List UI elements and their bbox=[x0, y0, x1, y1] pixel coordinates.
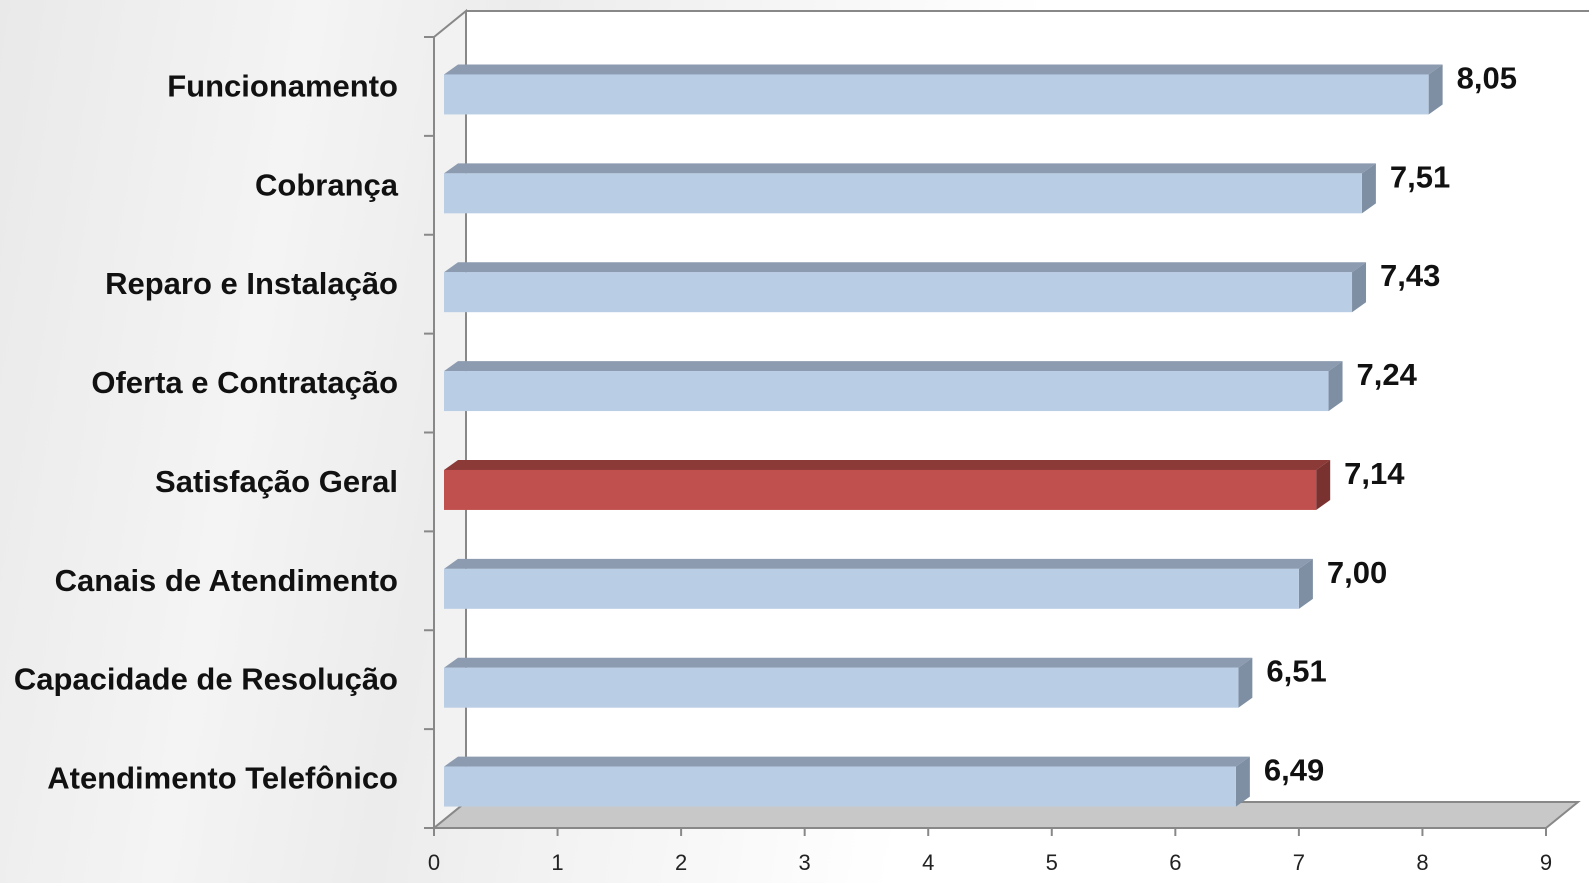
bar-top-face bbox=[444, 657, 1253, 668]
bar bbox=[444, 558, 1313, 609]
x-tick-label: 6 bbox=[1169, 850, 1181, 875]
x-tick-label: 8 bbox=[1416, 850, 1428, 875]
x-tick-label: 0 bbox=[428, 850, 440, 875]
category-label: Canais de Atendimento bbox=[55, 563, 398, 598]
bar-side-face bbox=[1298, 558, 1313, 609]
x-axis: 0 1 2 3 4 5 6 7 8 9 bbox=[428, 828, 1552, 875]
bar-front-face bbox=[444, 173, 1362, 214]
x-tick-label: 9 bbox=[1540, 850, 1552, 875]
data-label: 7,00 bbox=[1327, 555, 1387, 590]
data-label: 7,14 bbox=[1344, 456, 1405, 491]
category-label: Oferta e Contratação bbox=[91, 365, 398, 400]
bar-front-face bbox=[444, 667, 1239, 708]
category-label: Capacidade de Resolução bbox=[14, 662, 398, 697]
x-tick-label: 5 bbox=[1046, 850, 1058, 875]
category-axis: Funcionamento Cobrança Reparo e Instalação… bbox=[14, 36, 434, 829]
bar-top-face bbox=[444, 459, 1331, 470]
bar-top-face bbox=[444, 64, 1443, 75]
bar bbox=[444, 64, 1443, 115]
bar bbox=[444, 163, 1376, 214]
bar bbox=[444, 361, 1343, 412]
bar-front-face bbox=[444, 74, 1429, 115]
category-label: Satisfação Geral bbox=[155, 464, 398, 499]
x-tick-label: 3 bbox=[799, 850, 811, 875]
bar-front-face bbox=[444, 568, 1299, 609]
bar-top-face bbox=[444, 756, 1250, 767]
x-tick-label: 4 bbox=[922, 850, 934, 875]
bar-side-face bbox=[1428, 64, 1443, 115]
category-label: Cobrança bbox=[255, 167, 399, 202]
bar bbox=[444, 459, 1331, 510]
bar-top-face bbox=[444, 558, 1313, 569]
bar-front-face bbox=[444, 371, 1329, 412]
bar-top-face bbox=[444, 361, 1343, 372]
bar-side-face bbox=[1238, 657, 1253, 708]
category-label: Atendimento Telefônico bbox=[47, 761, 398, 796]
data-label: 7,43 bbox=[1380, 258, 1440, 293]
bar-top-face bbox=[444, 163, 1376, 174]
bar-side-face bbox=[1361, 163, 1376, 214]
x-tick-label: 7 bbox=[1293, 850, 1305, 875]
bar-top-face bbox=[444, 262, 1367, 273]
category-label: Funcionamento bbox=[167, 68, 398, 103]
bar-side-face bbox=[1235, 756, 1250, 807]
bar bbox=[444, 262, 1367, 313]
bar bbox=[444, 756, 1250, 807]
bar bbox=[444, 657, 1253, 708]
data-label: 6,49 bbox=[1264, 753, 1324, 788]
bar-front-face bbox=[444, 272, 1353, 313]
bar-front-face bbox=[444, 469, 1317, 510]
bar-side-face bbox=[1352, 262, 1367, 313]
data-label: 7,24 bbox=[1357, 357, 1418, 392]
data-label: 6,51 bbox=[1266, 654, 1326, 689]
x-tick-label: 1 bbox=[551, 850, 563, 875]
bar-series: 8,05 7,51 7,43 7,24 7,14 7,00 6,51 6,49 bbox=[444, 60, 1517, 807]
category-label: Reparo e Instalação bbox=[105, 266, 398, 301]
bar-side-face bbox=[1316, 459, 1331, 510]
x-tick-label: 2 bbox=[675, 850, 687, 875]
bar-side-face bbox=[1328, 361, 1343, 412]
data-label: 7,51 bbox=[1390, 159, 1450, 194]
bar-front-face bbox=[444, 766, 1236, 807]
data-label: 8,05 bbox=[1457, 60, 1517, 95]
